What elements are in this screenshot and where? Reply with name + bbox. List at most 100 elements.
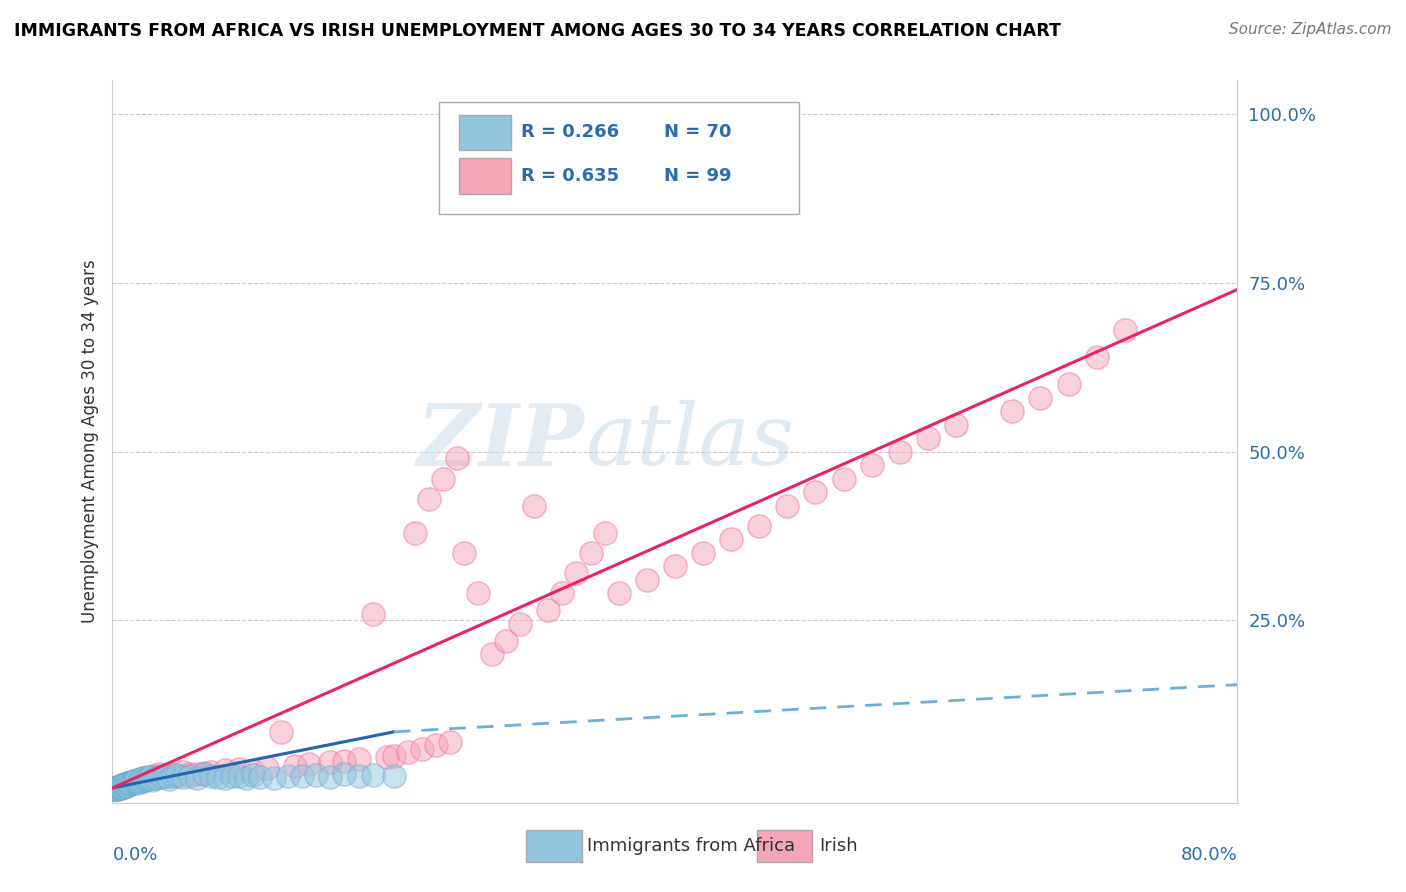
- Point: [347, 752, 370, 766]
- Point: [319, 756, 342, 770]
- Point: [179, 769, 201, 783]
- Point: [118, 777, 141, 791]
- Point: [136, 770, 159, 784]
- Point: [361, 607, 384, 621]
- Point: [228, 762, 250, 776]
- Point: [107, 780, 129, 795]
- Point: [105, 780, 128, 795]
- Point: [120, 776, 142, 790]
- Point: [107, 780, 129, 795]
- Point: [776, 499, 799, 513]
- Point: [138, 772, 160, 786]
- Point: [108, 779, 131, 793]
- Point: [104, 781, 127, 796]
- Point: [453, 546, 475, 560]
- Point: [152, 769, 174, 783]
- Point: [122, 774, 145, 789]
- Point: [242, 764, 264, 778]
- Point: [193, 767, 215, 781]
- Point: [242, 768, 264, 782]
- Point: [108, 780, 131, 795]
- Point: [110, 780, 132, 795]
- Point: [214, 764, 236, 778]
- Point: [277, 769, 299, 783]
- Point: [593, 525, 616, 540]
- Point: [110, 780, 132, 794]
- Point: [495, 633, 517, 648]
- Point: [720, 533, 742, 547]
- Text: R = 0.635: R = 0.635: [520, 167, 619, 185]
- Point: [103, 782, 125, 797]
- Point: [134, 772, 156, 787]
- Text: 80.0%: 80.0%: [1181, 847, 1237, 864]
- Point: [117, 776, 139, 790]
- Point: [121, 775, 143, 789]
- Point: [298, 756, 321, 771]
- Point: [155, 769, 177, 783]
- Point: [146, 772, 169, 786]
- Point: [256, 761, 278, 775]
- Point: [284, 758, 307, 772]
- Point: [319, 770, 342, 784]
- Point: [108, 780, 131, 794]
- Point: [160, 766, 183, 780]
- Point: [108, 780, 131, 795]
- Point: [889, 444, 911, 458]
- Point: [509, 616, 531, 631]
- Point: [111, 780, 134, 794]
- Point: [141, 772, 163, 787]
- Point: [132, 772, 155, 786]
- Point: [120, 776, 142, 790]
- Point: [128, 773, 150, 788]
- Point: [127, 774, 149, 789]
- Point: [200, 769, 222, 783]
- Point: [128, 772, 150, 787]
- Text: Immigrants from Africa: Immigrants from Africa: [588, 838, 796, 855]
- Point: [107, 781, 129, 796]
- Point: [291, 769, 314, 783]
- Point: [636, 573, 658, 587]
- Point: [115, 778, 138, 792]
- Point: [172, 765, 194, 780]
- Point: [411, 741, 433, 756]
- Point: [122, 773, 145, 788]
- Point: [131, 773, 153, 788]
- Text: ZIP: ZIP: [418, 400, 585, 483]
- Point: [124, 775, 146, 789]
- Text: R = 0.266: R = 0.266: [520, 123, 619, 141]
- Point: [135, 771, 157, 785]
- Point: [945, 417, 967, 432]
- Point: [114, 779, 136, 793]
- Point: [1001, 404, 1024, 418]
- Point: [148, 767, 170, 781]
- Point: [104, 780, 127, 795]
- Point: [139, 772, 162, 786]
- Point: [145, 770, 167, 784]
- FancyBboxPatch shape: [756, 830, 813, 862]
- Point: [467, 586, 489, 600]
- Point: [120, 775, 142, 789]
- Point: [112, 780, 135, 794]
- Point: [347, 769, 370, 783]
- Point: [111, 778, 134, 792]
- Text: N = 70: N = 70: [664, 123, 731, 141]
- Point: [132, 772, 155, 786]
- Point: [249, 770, 271, 784]
- Point: [131, 774, 153, 789]
- Point: [481, 647, 503, 661]
- FancyBboxPatch shape: [439, 102, 799, 214]
- Point: [156, 768, 179, 782]
- Point: [129, 772, 152, 787]
- Text: N = 99: N = 99: [664, 167, 731, 185]
- Point: [118, 775, 141, 789]
- Point: [664, 559, 686, 574]
- FancyBboxPatch shape: [526, 830, 582, 862]
- Point: [127, 775, 149, 789]
- Point: [157, 772, 180, 787]
- Point: [446, 451, 468, 466]
- Point: [112, 778, 135, 792]
- Point: [118, 777, 141, 791]
- Point: [235, 771, 257, 785]
- Text: Irish: Irish: [818, 838, 858, 855]
- Point: [122, 775, 145, 789]
